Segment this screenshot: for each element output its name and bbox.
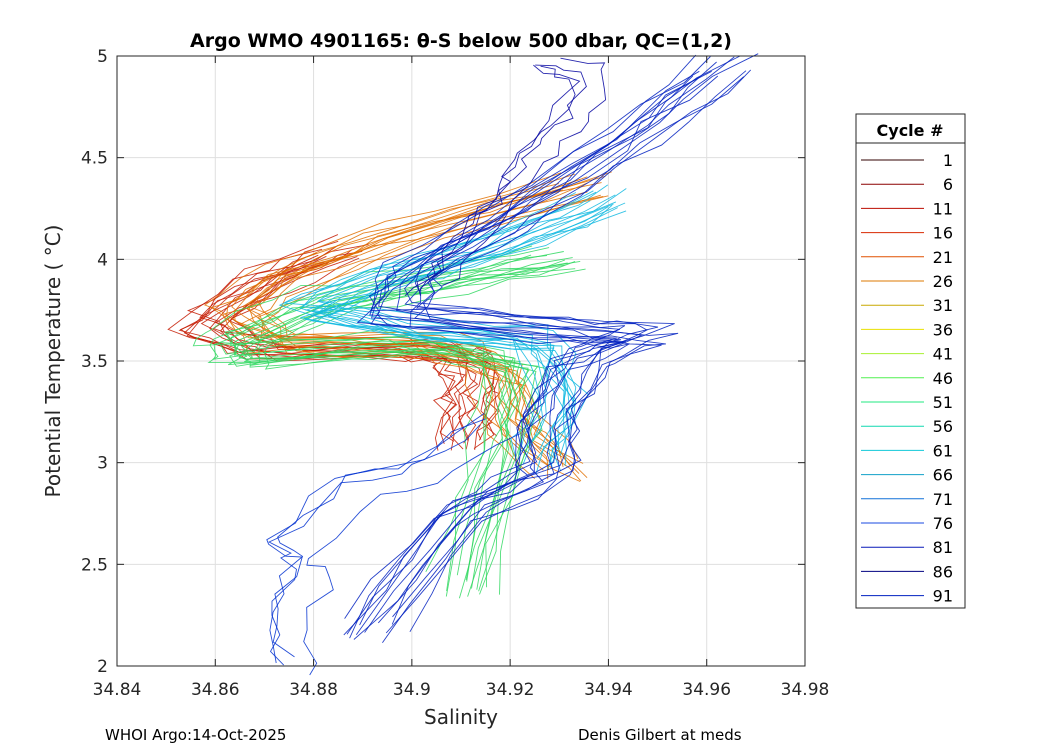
profile-line — [238, 194, 601, 482]
legend-title: Cycle # — [877, 121, 944, 140]
profile-line — [355, 70, 712, 635]
profile-line — [266, 418, 486, 664]
legend-label: 51 — [933, 393, 953, 412]
profile-line — [392, 53, 759, 618]
profile-line — [263, 268, 586, 595]
y-tick-label: 4 — [97, 250, 108, 270]
profile-line — [359, 56, 711, 626]
legend-label: 46 — [933, 369, 953, 388]
y-tick-label: 2 — [97, 657, 108, 677]
profile-line — [442, 57, 607, 287]
x-tick-label: 34.84 — [93, 680, 142, 700]
plot-area: 34.84 34.86 34.88 34.9 34.92 34.94 34.96 34.98 2… — [81, 47, 829, 700]
profile-line — [319, 194, 616, 459]
legend-label: 16 — [933, 224, 953, 243]
y-tick-label: 5 — [97, 47, 108, 67]
profile-line — [186, 255, 467, 450]
x-tick-label: 34.86 — [191, 680, 240, 700]
profile-line — [257, 195, 609, 479]
y-tick-label: 4.5 — [81, 149, 108, 169]
legend-label: 6 — [943, 175, 953, 194]
profile-line — [382, 76, 745, 643]
legend-label: 11 — [933, 199, 953, 218]
series-lines — [167, 53, 759, 676]
profile-line — [234, 268, 576, 597]
x-tick-label: 34.98 — [781, 680, 830, 700]
legend-label: 91 — [933, 587, 953, 606]
profile-line — [311, 210, 627, 472]
x-tick-label: 34.96 — [682, 680, 731, 700]
legend-label: 61 — [933, 441, 953, 460]
profile-line — [203, 172, 562, 469]
legend-label: 26 — [933, 272, 953, 291]
legend-label: 66 — [933, 466, 953, 485]
legend-label: 21 — [933, 248, 953, 267]
legend-label: 56 — [933, 417, 953, 436]
x-tick-label: 34.9 — [393, 680, 431, 700]
legend-box — [855, 113, 966, 609]
legend-label: 36 — [933, 320, 953, 339]
footer-left: WHOI Argo:14-Oct-2025 — [105, 726, 287, 744]
legend-label: 71 — [933, 490, 953, 509]
y-tick-label: 3.5 — [81, 352, 108, 372]
profile-line — [268, 424, 481, 666]
legend-label: 86 — [933, 562, 953, 581]
profile-line — [226, 247, 550, 576]
x-tick-label: 34.94 — [584, 680, 633, 700]
profile-line — [301, 191, 597, 456]
profile-line — [249, 260, 576, 595]
x-axis-label: Salinity — [424, 705, 498, 729]
profile-line — [178, 254, 466, 442]
profile-line — [300, 207, 618, 470]
profile-line — [344, 54, 697, 619]
profile-line — [229, 259, 566, 589]
profile-line — [404, 64, 581, 296]
legend-label: 81 — [933, 538, 953, 557]
y-tick-label: 3 — [97, 454, 108, 474]
profile-line — [343, 70, 700, 636]
profile-line — [349, 75, 694, 639]
chart-title: Argo WMO 4901165: θ-S below 500 dbar, QC… — [190, 30, 732, 52]
legend-label: 76 — [933, 514, 953, 533]
profile-line — [241, 260, 581, 590]
y-axis-label: Potential Temperature ( °C) — [41, 225, 65, 498]
profile-line — [364, 61, 717, 633]
profile-line — [318, 188, 627, 456]
legend-label: 1 — [943, 151, 953, 170]
profile-line — [391, 55, 741, 625]
x-tick-label: 34.88 — [289, 680, 338, 700]
ticks: 34.84 34.86 34.88 34.9 34.92 34.94 34.96 34.98 2… — [81, 47, 829, 700]
profile-line — [385, 70, 747, 634]
footer-right: Denis Gilbert at meds — [578, 726, 742, 744]
legend-label: 31 — [933, 296, 953, 315]
profile-line — [316, 184, 609, 450]
profile-line — [246, 182, 588, 474]
profile-line — [416, 65, 576, 296]
y-tick-label: 2.5 — [81, 555, 108, 575]
legend-label: 41 — [933, 345, 953, 364]
profile-line — [303, 433, 521, 676]
profile-line — [327, 202, 626, 466]
profile-line — [418, 64, 587, 292]
x-tick-label: 34.92 — [486, 680, 535, 700]
profile-line — [261, 196, 604, 482]
profile-line — [377, 56, 735, 624]
legend: Cycle # 16111621263136414651566166717681… — [855, 113, 966, 609]
